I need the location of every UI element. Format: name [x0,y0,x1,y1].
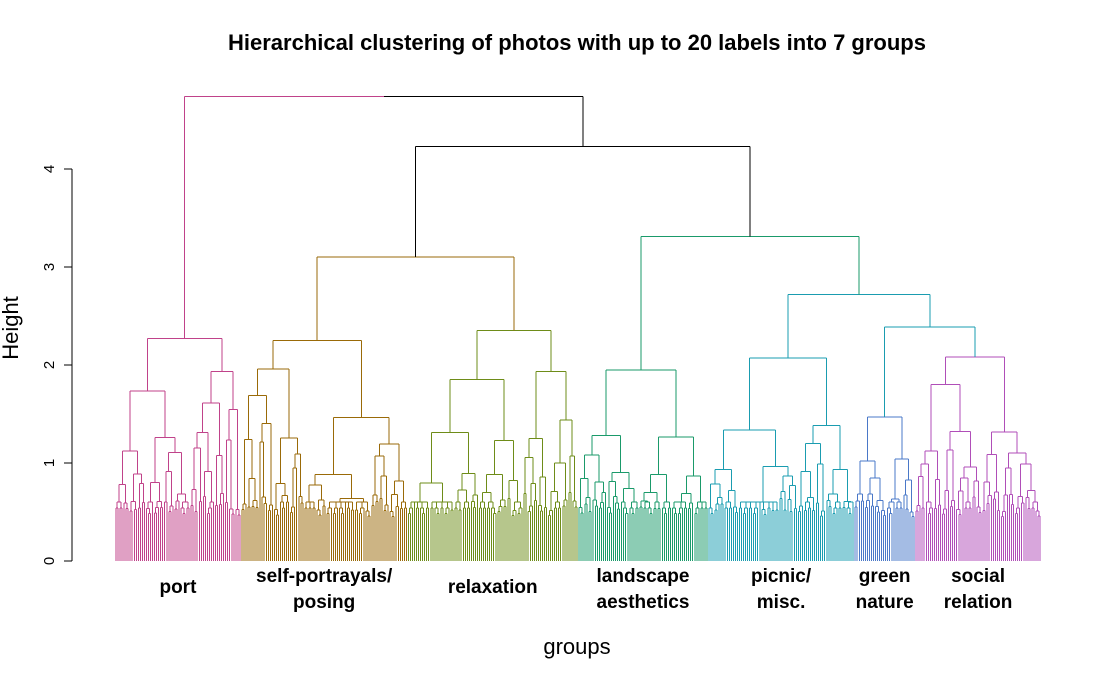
y-tick-label: 1 [41,459,58,467]
group-label: landscape [597,566,690,587]
y-axis: 0 1 2 3 4 [41,165,73,565]
group-label: self-portrayals/ [256,566,393,587]
group-label: misc. [757,592,806,613]
group-label: green [859,566,911,587]
chart-title: Hierarchical clustering of photos with u… [228,30,926,55]
group-label: port [159,577,197,598]
x-axis-title: groups [543,634,610,659]
group-label: posing [293,592,355,613]
y-tick-label: 0 [41,557,58,565]
y-tick-label: 4 [41,165,58,173]
group-labels: port self-portrayals/posing relaxation land… [159,566,1012,613]
group-label: relation [944,592,1013,613]
y-tick-label: 3 [41,263,58,271]
group-label: aesthetics [597,592,690,613]
group-label: picnic/ [751,566,812,587]
y-axis-title: Height [0,296,23,360]
y-tick-label: 2 [41,361,58,369]
group-label: nature [856,592,914,613]
group-label: social [951,566,1005,587]
group-label: relaxation [448,577,538,598]
dendrogram-branches [115,95,1041,561]
